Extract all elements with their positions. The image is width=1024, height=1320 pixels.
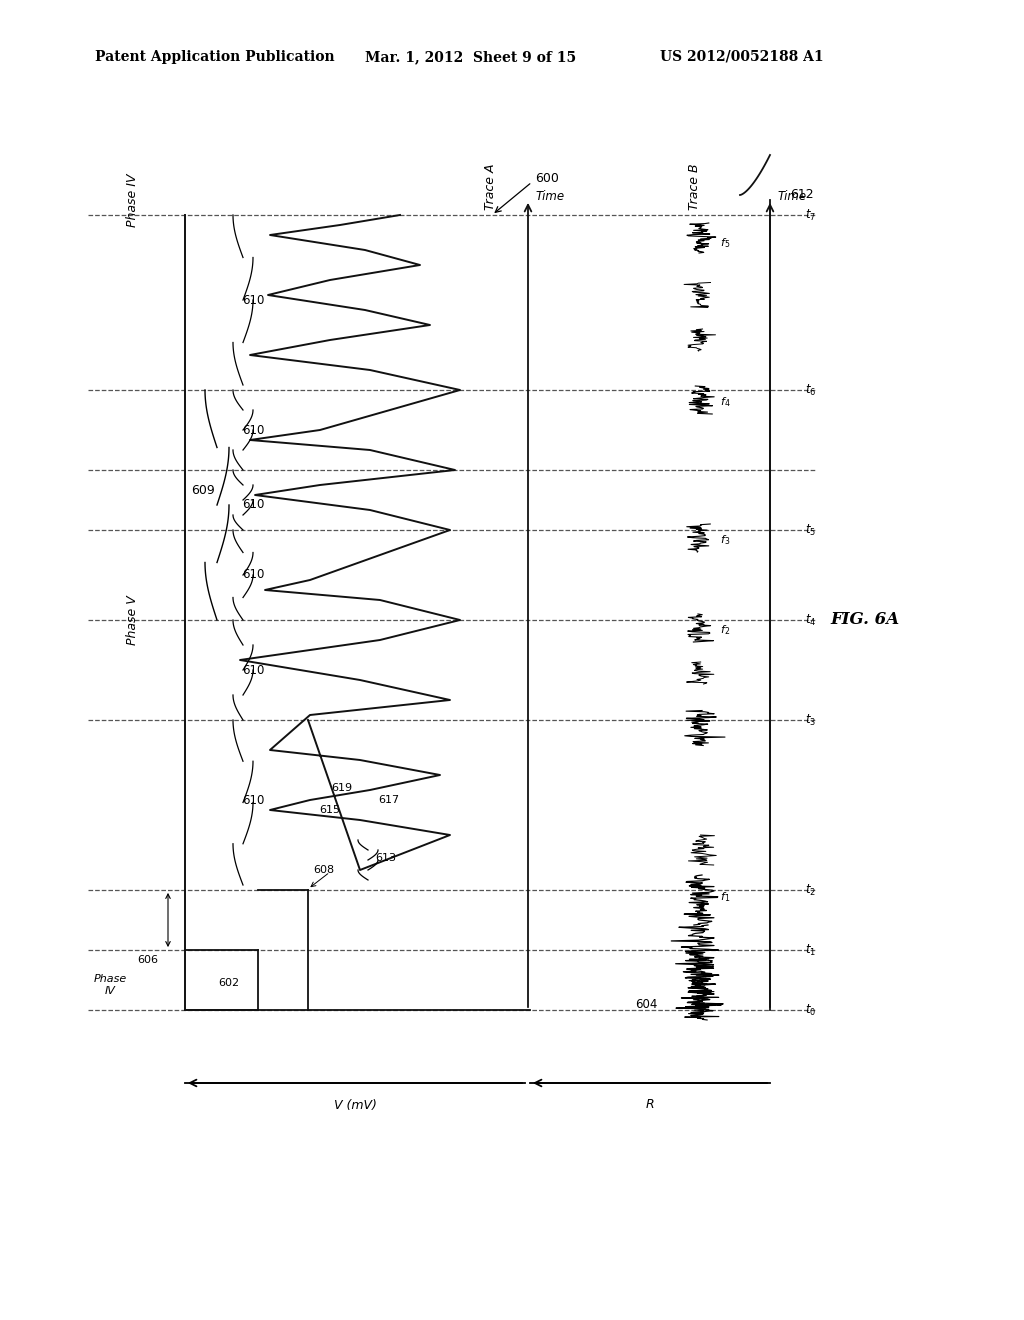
Text: V (mV): V (mV) <box>334 1098 377 1111</box>
Text: 600: 600 <box>535 172 559 185</box>
Text: Phase IV: Phase IV <box>127 173 139 227</box>
Text: 608: 608 <box>313 865 334 875</box>
Text: Trace A: Trace A <box>483 164 497 210</box>
Text: 615: 615 <box>319 805 341 814</box>
Text: Patent Application Publication: Patent Application Publication <box>95 50 335 63</box>
Text: t$_0$: t$_0$ <box>805 1002 816 1018</box>
Text: t$_6$: t$_6$ <box>805 383 816 397</box>
Text: 606: 606 <box>137 954 158 965</box>
Text: 610: 610 <box>242 424 264 437</box>
Text: Mar. 1, 2012  Sheet 9 of 15: Mar. 1, 2012 Sheet 9 of 15 <box>365 50 577 63</box>
Text: 619: 619 <box>332 783 352 793</box>
Text: f$_5$: f$_5$ <box>720 236 730 249</box>
Text: t$_5$: t$_5$ <box>805 523 816 537</box>
Text: t$_4$: t$_4$ <box>805 612 816 627</box>
Text: Phase
IV: Phase IV <box>93 974 127 995</box>
Text: 609: 609 <box>191 483 215 496</box>
Text: R: R <box>646 1098 654 1111</box>
Text: f$_4$: f$_4$ <box>720 395 730 409</box>
Text: f$_1$: f$_1$ <box>720 890 730 904</box>
Text: t$_1$: t$_1$ <box>805 942 816 957</box>
Text: 610: 610 <box>242 569 264 582</box>
Text: 610: 610 <box>242 293 264 306</box>
Text: 604: 604 <box>636 998 658 1011</box>
Text: 617: 617 <box>378 795 399 805</box>
Text: f$_2$: f$_2$ <box>720 623 730 636</box>
Text: Phase V: Phase V <box>127 595 139 645</box>
Text: 610: 610 <box>242 499 264 511</box>
Text: FIG. 6A: FIG. 6A <box>830 611 899 628</box>
Text: Trace B: Trace B <box>688 164 701 210</box>
Text: 613: 613 <box>375 853 396 863</box>
Text: US 2012/0052188 A1: US 2012/0052188 A1 <box>660 50 823 63</box>
Text: Time: Time <box>778 190 807 203</box>
Text: 602: 602 <box>218 978 240 987</box>
Text: 610: 610 <box>242 664 264 676</box>
Text: 610: 610 <box>242 793 264 807</box>
Text: t$_2$: t$_2$ <box>805 883 816 898</box>
Text: Time: Time <box>536 190 565 203</box>
Text: t$_7$: t$_7$ <box>805 207 816 223</box>
Text: 612: 612 <box>790 189 814 202</box>
Text: t$_3$: t$_3$ <box>805 713 816 727</box>
Text: f$_3$: f$_3$ <box>720 533 730 546</box>
